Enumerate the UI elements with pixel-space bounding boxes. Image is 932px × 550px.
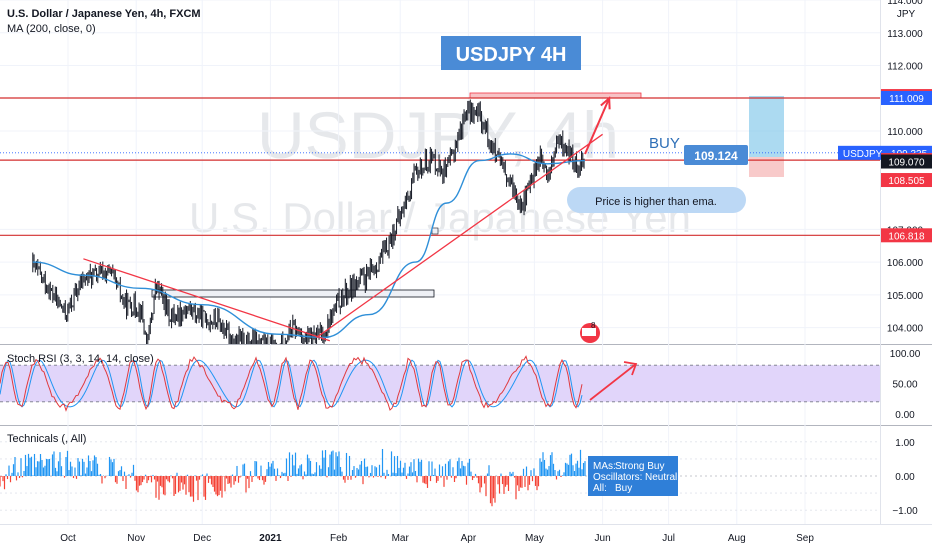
time-scale[interactable]: Oct Nov Dec 2021 Feb Mar Apr May Jun Jul Aug Sep	[60, 533, 814, 544]
ma-line[interactable]: MA (200, close, 0)	[7, 23, 96, 35]
summary-key: MAs:	[593, 461, 616, 472]
event-badge-text: 8	[591, 321, 596, 330]
price-scale-currency: JPY	[897, 9, 916, 20]
note-text: Price is higher than ema.	[595, 196, 717, 208]
rsi-tick: 0.00	[895, 410, 915, 421]
rsi-band	[0, 365, 880, 402]
price-label: 111.009	[889, 94, 924, 105]
arrow-head-icon	[600, 96, 611, 110]
rsi-title[interactable]: Stoch RSI (3, 3, 14, 14, close)	[7, 353, 154, 365]
time-tick: Feb	[330, 533, 348, 544]
price-tick: 112.000	[887, 62, 923, 73]
price-label: 106.818	[888, 231, 925, 242]
event-marker[interactable]: 8	[580, 321, 600, 343]
title-badge[interactable]	[441, 36, 581, 70]
price-label-bg	[881, 228, 932, 243]
title-badge-text: USDJPY 4H	[456, 44, 567, 66]
price-label-bg	[881, 154, 932, 169]
tech-tick: −1.00	[892, 506, 918, 517]
time-tick: Sep	[796, 533, 814, 544]
price-label-bg	[881, 173, 932, 188]
technicals-summary[interactable]	[588, 456, 678, 496]
price-tick: 106.000	[887, 258, 924, 269]
stoch-k-line	[0, 355, 583, 412]
rsi-tick: 100.00	[890, 349, 921, 360]
technicals-title[interactable]: Technicals (, All)	[7, 433, 86, 445]
price-tick: 105.000	[887, 291, 924, 302]
time-tick: Oct	[60, 533, 76, 544]
price-tick: 104.000	[887, 324, 924, 335]
time-tick: Aug	[728, 533, 746, 544]
time-tick: May	[525, 533, 544, 544]
trendline[interactable]	[83, 258, 331, 342]
time-tick: Nov	[127, 533, 145, 544]
stoch-d-line	[0, 359, 583, 408]
symbol-line[interactable]: U.S. Dollar / Japanese Yen, 4h, FXCM	[7, 8, 201, 20]
price-label-bg	[881, 90, 932, 105]
technicals-scale[interactable]: 1.00 0.00 −1.00	[892, 438, 918, 517]
technicals-layer	[0, 441, 880, 511]
target-zone[interactable]	[749, 96, 784, 157]
time-tick: Dec	[193, 533, 211, 544]
price-tick: 110.000	[887, 127, 923, 138]
note-bubble[interactable]	[567, 187, 746, 213]
summary-value: Neutral	[645, 472, 677, 483]
buy-label[interactable]: BUY	[649, 135, 680, 152]
rsi-arrow	[589, 363, 637, 401]
trendline[interactable]	[316, 133, 603, 338]
entry-badge-text: 109.124	[694, 149, 738, 163]
tech-tick: 0.00	[895, 472, 915, 483]
price-tick: 113.000	[887, 29, 923, 40]
grid	[0, 0, 880, 524]
summary-value: Strong Buy	[615, 461, 664, 472]
price-tick: 114.000	[887, 0, 923, 7]
target-arrow[interactable]	[584, 97, 611, 155]
resistance-box[interactable]	[469, 92, 642, 99]
price-label: 108.505	[888, 176, 925, 187]
time-tick: Mar	[392, 533, 410, 544]
demand-box[interactable]	[431, 227, 439, 235]
summary-value: Buy	[615, 483, 632, 494]
consolidation-box[interactable]	[151, 289, 435, 298]
stoch-rsi-layer	[0, 355, 880, 412]
entry-badge[interactable]	[684, 145, 748, 165]
rsi-scale[interactable]: 100.00 50.00 0.00	[890, 349, 921, 421]
time-tick: Jun	[595, 533, 611, 544]
rsi-tick: 50.00	[892, 380, 917, 391]
summary-key: All:	[593, 483, 607, 494]
trendlines	[83, 96, 611, 342]
time-tick: Apr	[461, 533, 477, 544]
price-label: 109.070	[888, 158, 925, 169]
time-tick: Jul	[662, 533, 675, 544]
event-flag-icon	[582, 328, 596, 336]
tech-tick: 1.00	[895, 438, 915, 449]
ma-200-line[interactable]	[32, 153, 586, 339]
stop-zone[interactable]	[749, 157, 784, 177]
time-tick: 2021	[259, 533, 282, 544]
rsi-arrow-head-icon	[623, 361, 638, 376]
summary-key: Oscillators:	[593, 472, 642, 483]
